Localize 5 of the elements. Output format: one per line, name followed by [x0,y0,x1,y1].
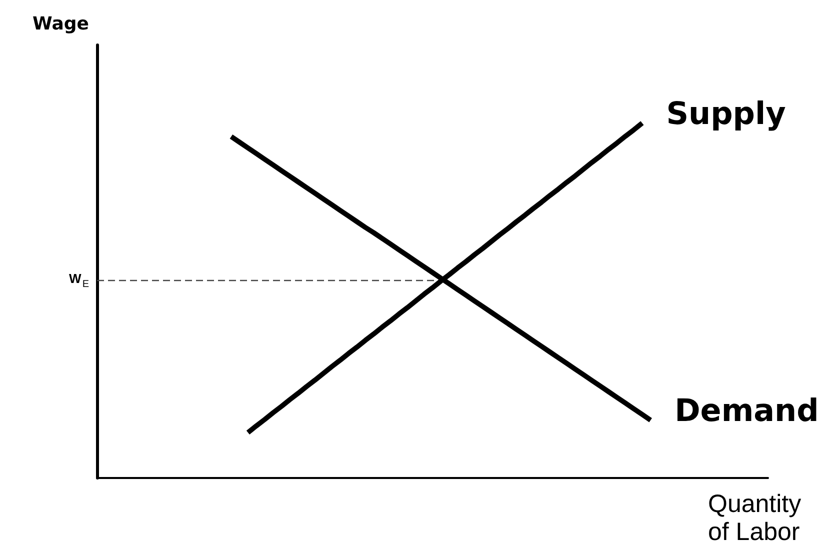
x-axis-title: Quantity of Labor [708,490,802,546]
series-label: Demand [674,393,819,430]
ref-line-label: W$_{E}$ [68,270,89,292]
series-label: Supply [666,96,786,132]
y-axis-title: Wage [32,14,89,34]
